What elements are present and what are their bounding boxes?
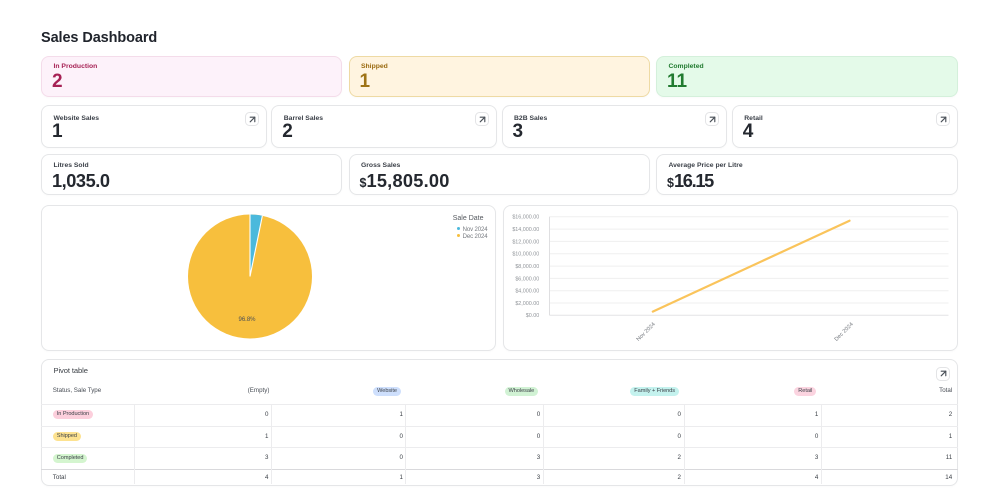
svg-text:$16,000.00: $16,000.00 [512, 215, 539, 221]
svg-text:$14,000.00: $14,000.00 [512, 227, 539, 233]
svg-text:$6,000.00: $6,000.00 [515, 276, 539, 282]
svg-text:96.8%: 96.8% [239, 317, 257, 323]
svg-text:$12,000.00: $12,000.00 [512, 239, 539, 245]
svg-text:$4,000.00: $4,000.00 [515, 289, 539, 295]
svg-text:$0.00: $0.00 [525, 313, 539, 319]
svg-text:$2,000.00: $2,000.00 [515, 301, 539, 307]
svg-text:Dec 2024: Dec 2024 [833, 322, 854, 343]
svg-text:Nov 2024: Nov 2024 [635, 322, 656, 343]
svg-text:$8,000.00: $8,000.00 [515, 264, 539, 270]
svg-text:$10,000.00: $10,000.00 [512, 252, 539, 258]
